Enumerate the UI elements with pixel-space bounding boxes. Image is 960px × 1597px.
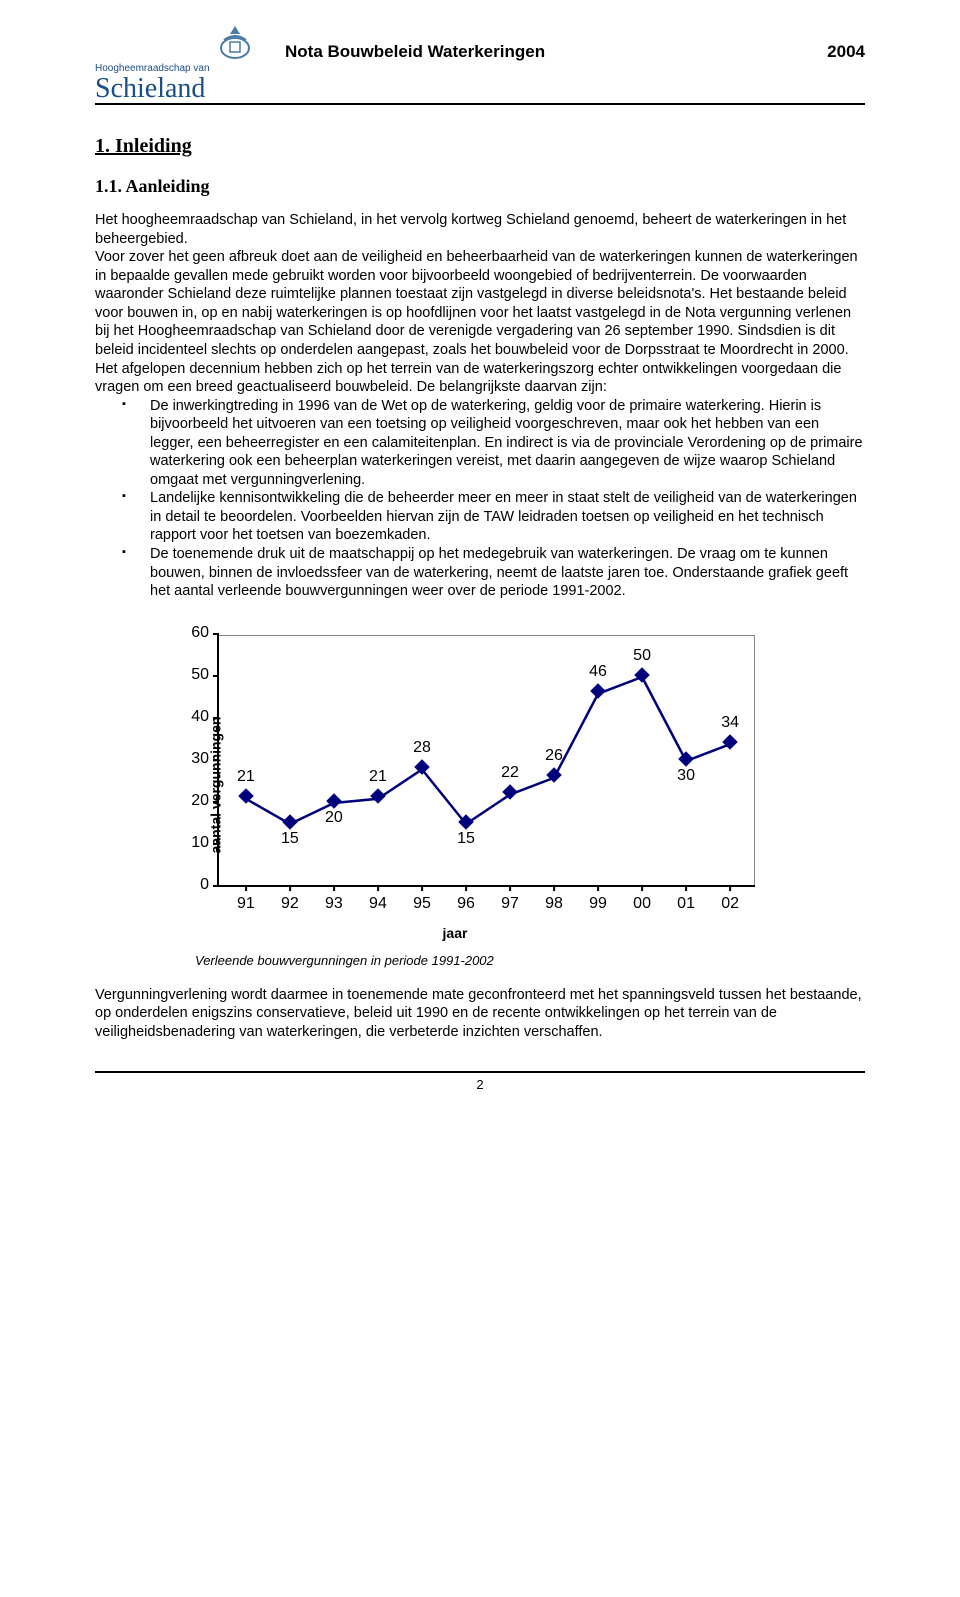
chart-data-label: 15 <box>281 830 299 848</box>
y-tick: 0 <box>200 876 219 894</box>
org-name: Schieland <box>95 76 285 101</box>
x-tick: 93 <box>325 885 343 913</box>
x-tick: 96 <box>457 885 475 913</box>
x-tick: 91 <box>237 885 255 913</box>
y-tick: 40 <box>191 708 219 726</box>
document-title: Nota Bouwbeleid Waterkeringen <box>285 42 545 62</box>
paragraph: Vergunningverlening wordt daarmee in toe… <box>95 986 865 1042</box>
document-year: 2004 <box>827 42 865 62</box>
chart-data-label: 30 <box>677 767 695 785</box>
paragraph: Het afgelopen decennium hebben zich op h… <box>95 360 865 397</box>
y-tick: 10 <box>191 834 219 852</box>
chart-data-label: 20 <box>325 809 343 827</box>
chart-data-label: 28 <box>413 739 431 757</box>
x-tick: 94 <box>369 885 387 913</box>
y-tick: 50 <box>191 666 219 684</box>
y-tick: 60 <box>191 624 219 642</box>
paragraph: Het hoogheemraadschap van Schieland, in … <box>95 211 865 248</box>
paragraph: Voor zover het geen afbreuk doet aan de … <box>95 248 865 359</box>
chart-caption: Verleende bouwvergunningen in periode 19… <box>195 953 765 968</box>
chart-data-label: 15 <box>457 830 475 848</box>
chart-data-label: 21 <box>237 768 255 786</box>
chart-data-label: 34 <box>721 714 739 732</box>
chart-container: aantal vergunningen jaar 010203040506091… <box>145 625 765 968</box>
chart-data-label: 46 <box>589 663 607 681</box>
x-tick: 00 <box>633 885 651 913</box>
list-item: De inwerkingtreding in 1996 van de Wet o… <box>150 397 865 490</box>
x-tick: 99 <box>589 885 607 913</box>
header-title-area: Nota Bouwbeleid Waterkeringen 2004 <box>285 20 865 62</box>
x-tick: 01 <box>677 885 695 913</box>
document-page: Hoogheemraadschap van Schieland Nota Bou… <box>0 0 960 1132</box>
coat-of-arms-icon <box>210 20 260 62</box>
chart-data-label: 21 <box>369 768 387 786</box>
x-tick: 95 <box>413 885 431 913</box>
y-tick: 20 <box>191 792 219 810</box>
bullet-list: De inwerkingtreding in 1996 van de Wet o… <box>95 397 865 601</box>
chart-data-label: 26 <box>545 747 563 765</box>
x-tick: 02 <box>721 885 739 913</box>
permits-line-chart: aantal vergunningen jaar 010203040506091… <box>145 625 765 945</box>
subsection-heading: 1.1. Aanleiding <box>95 176 865 197</box>
chart-data-label: 50 <box>633 647 651 665</box>
list-item: Landelijke kennisontwikkeling die de beh… <box>150 489 865 545</box>
page-header: Hoogheemraadschap van Schieland Nota Bou… <box>95 20 865 105</box>
x-tick: 98 <box>545 885 563 913</box>
org-logo: Hoogheemraadschap van Schieland <box>95 20 285 101</box>
y-tick: 30 <box>191 750 219 768</box>
list-item: De toenemende druk uit de maatschappij o… <box>150 545 865 601</box>
chart-line-svg <box>219 635 755 885</box>
x-tick: 92 <box>281 885 299 913</box>
page-number: 2 <box>95 1071 865 1092</box>
x-axis-label: jaar <box>443 925 468 941</box>
chart-data-label: 22 <box>501 764 519 782</box>
x-tick: 97 <box>501 885 519 913</box>
chart-plot-area: 0102030405060919293949596979899000102211… <box>217 635 755 887</box>
section-heading: 1. Inleiding <box>95 135 865 158</box>
